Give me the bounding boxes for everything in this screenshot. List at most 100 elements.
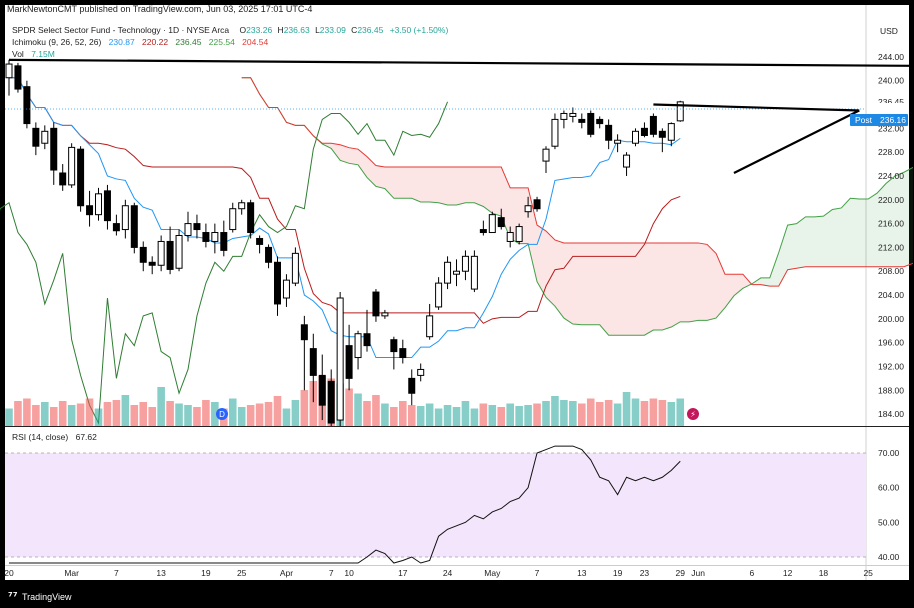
candle-body xyxy=(59,172,67,186)
cloud-segment xyxy=(367,156,376,187)
candle-body xyxy=(381,312,389,317)
candle-body xyxy=(211,232,219,242)
candle-body xyxy=(23,86,31,125)
volume-bar xyxy=(5,408,13,426)
volume-bar xyxy=(506,403,514,426)
price-axis-pane[interactable] xyxy=(866,5,909,426)
candle-body xyxy=(50,127,58,171)
time-tick-label: Apr xyxy=(280,568,293,578)
ohlc-h: 236.63 xyxy=(284,25,310,35)
candle-body xyxy=(157,240,165,266)
ichimoku-label: Ichimoku (9, 26, 52, 26) xyxy=(12,37,101,47)
rsi-axis-ticks: 70.00 60.00 50.00 40.00 xyxy=(878,448,900,562)
time-tick-label: 10 xyxy=(344,568,354,578)
cloud-segment xyxy=(608,242,618,336)
cloud-segment xyxy=(626,242,636,336)
time-tick-label: 13 xyxy=(156,568,166,578)
volume-bar xyxy=(497,407,506,426)
volume-bar xyxy=(363,401,371,426)
cloud-segment xyxy=(832,207,842,267)
rsi-line xyxy=(9,445,681,564)
symbol-name: SPDR Select Sector Fund - Technology · 1… xyxy=(12,25,229,35)
candle-body xyxy=(470,255,478,290)
cloud-segment xyxy=(868,193,878,267)
dividend-marker[interactable] xyxy=(216,408,228,420)
cloud-segment xyxy=(877,183,887,267)
time-tick-label: 24 xyxy=(443,568,453,578)
volume-bar xyxy=(542,401,550,426)
volume-bar xyxy=(237,407,246,426)
tenkan-sen-line xyxy=(9,77,681,359)
candle-body xyxy=(95,193,102,216)
volume-bar xyxy=(58,401,67,426)
volume-bar xyxy=(14,401,22,426)
symbol-title: SPDR Select Sector Fund - Technology · 1… xyxy=(12,25,448,35)
candle-body xyxy=(426,315,434,338)
rsi-legend[interactable]: RSI (14, close) 67.62 xyxy=(12,432,97,442)
cloud-segment xyxy=(590,242,600,325)
candle-body xyxy=(300,324,308,341)
volume-bar xyxy=(569,401,577,426)
earnings-marker-icon[interactable] xyxy=(687,408,699,420)
volume-bar xyxy=(425,403,434,426)
candle-body xyxy=(649,115,657,135)
cloud-segment xyxy=(537,225,546,298)
ichimoku-legend[interactable]: Ichimoku (9, 26, 52, 26) 230.87 220.22 2… xyxy=(12,37,268,47)
ohlc-l-label: L xyxy=(315,25,320,35)
volume-bar xyxy=(228,398,237,426)
candle-body xyxy=(41,130,49,144)
candle-body xyxy=(345,345,353,379)
cloud-segment xyxy=(340,144,350,164)
volume-bar xyxy=(76,403,85,426)
volume-bar xyxy=(443,405,452,426)
cloud-segment xyxy=(581,242,591,325)
volume-bar xyxy=(416,406,425,426)
rsi-tick-label: 50.00 xyxy=(878,517,900,527)
rsi-axis-pane[interactable] xyxy=(866,427,909,565)
time-tick-label: 7 xyxy=(535,568,540,578)
candle-body xyxy=(444,261,452,284)
volume-legend[interactable]: Vol 7.15M xyxy=(12,49,55,59)
volume-bar xyxy=(595,402,604,426)
cloud-segment xyxy=(895,172,904,267)
trendlines xyxy=(8,58,913,174)
price-tick-label: 236.45 xyxy=(878,97,904,107)
candle-body xyxy=(658,130,666,138)
post-label: Post xyxy=(855,115,873,125)
volume-bar xyxy=(300,390,309,426)
time-tick-label: Mar xyxy=(64,568,79,578)
cloud-segment xyxy=(375,165,385,189)
cloud-segment xyxy=(859,199,869,267)
ohlc-o-label: O xyxy=(240,25,247,35)
ohlc-c: 236.45 xyxy=(357,25,383,35)
volume-label: Vol xyxy=(12,49,24,59)
price-pane[interactable] xyxy=(5,5,866,426)
cloud-segment xyxy=(572,242,582,325)
cloud-segment xyxy=(823,209,833,267)
cloud-segment xyxy=(635,242,645,336)
time-tick-label: 25 xyxy=(237,568,247,578)
volume-bar xyxy=(622,392,631,426)
time-tick-label: 7 xyxy=(114,568,119,578)
volume-bar xyxy=(470,408,479,426)
cloud-segment xyxy=(662,242,672,331)
time-tick-label: 23 xyxy=(640,568,650,578)
post-price-tag[interactable] xyxy=(850,114,908,126)
time-tick-label: 12 xyxy=(783,568,793,578)
volume-bar xyxy=(193,407,201,426)
candle-body xyxy=(506,232,514,242)
price-tick-label: 244.00 xyxy=(878,52,904,62)
candle-body xyxy=(193,223,201,231)
candle-body xyxy=(336,297,344,421)
candle-body xyxy=(667,123,675,141)
time-axis-labels: 20 Mar 7 13 19 25 Apr 7 10 17 24 May 7 13 19 23 29 Jun 6 12… xyxy=(4,568,873,578)
volume-bar xyxy=(211,402,219,426)
volume-bar xyxy=(148,407,156,426)
volume-bar xyxy=(32,405,40,426)
volume-bar xyxy=(264,402,273,426)
candle-body xyxy=(640,127,648,136)
price-tick-label: 192.00 xyxy=(878,361,904,371)
volume-bar xyxy=(551,396,559,426)
candle-body xyxy=(497,217,505,228)
